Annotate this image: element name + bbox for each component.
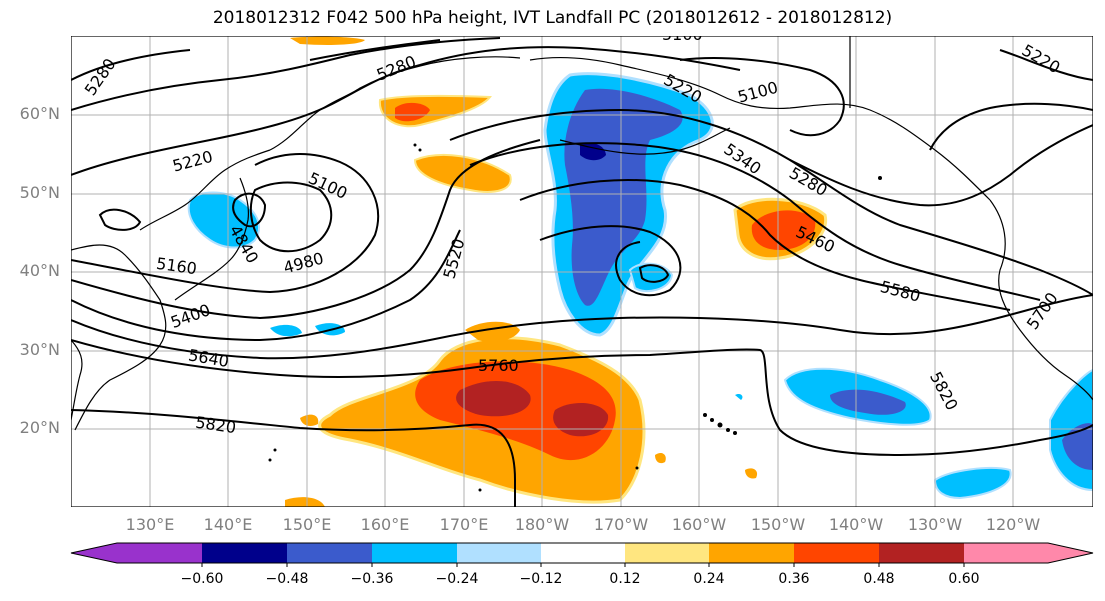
lon-label: 130°W [907, 515, 963, 534]
colorbar-swatch [709, 543, 794, 563]
lon-label: 130°E [125, 515, 175, 534]
lat-label: 40°N [19, 261, 60, 280]
lon-label: 180°W [514, 515, 570, 534]
lat-label: 60°N [19, 104, 60, 123]
colorbar-tick-label: −0.60 [180, 571, 224, 587]
colorbar-tick-label: −0.24 [435, 571, 479, 587]
lon-label: 160°W [671, 515, 727, 534]
lon-label: 120°W [985, 515, 1041, 534]
colorbar-swatch [625, 543, 709, 563]
colorbar-tick-label: 0.48 [863, 571, 895, 587]
colorbar-tick-label: −0.36 [350, 571, 394, 587]
map-panel: 5280 5280 5100 5220 5100 4840 4980 5160 … [71, 25, 1093, 507]
coastlines [71, 36, 1093, 431]
colorbar-tick-label: −0.48 [265, 571, 309, 587]
colorbar-swatch [794, 543, 879, 563]
colorbar-tick-label: 0.36 [778, 571, 810, 587]
lon-label: 150°E [282, 515, 332, 534]
colorbar-swatch [964, 543, 1048, 563]
colorbar-tick-label: −0.12 [519, 571, 563, 587]
map-title: 2018012312 F042 500 hPa height, IVT Land… [212, 8, 893, 28]
contour-label: 5100 [662, 25, 703, 44]
lon-label: 160°E [360, 515, 410, 534]
lon-label: 150°W [750, 515, 806, 534]
colorbar-extend-max [1048, 543, 1093, 563]
ivt-positive-shading [285, 36, 828, 507]
colorbar-swatch [202, 543, 287, 563]
lat-label: 50°N [19, 183, 60, 202]
colorbar-swatch [457, 543, 541, 563]
colorbar-extend-min [71, 543, 117, 563]
lon-label: 170°E [439, 515, 489, 534]
colorbar-tick-label: 0.24 [693, 571, 725, 587]
colorbar [70, 542, 1094, 567]
colorbar-tick-label: 0.12 [609, 571, 641, 587]
lon-label: 140°E [203, 515, 253, 534]
colorbar-swatch [541, 543, 625, 563]
lon-label: 140°W [828, 515, 884, 534]
lat-label: 30°N [19, 340, 60, 359]
contour-label: 5760 [478, 356, 519, 375]
lat-label: 20°N [19, 418, 60, 437]
colorbar-swatch [372, 543, 457, 563]
colorbar-swatch [879, 543, 964, 563]
islands [268, 143, 882, 492]
height-contours [71, 37, 1093, 507]
colorbar-tick-label: 0.60 [948, 571, 980, 587]
lon-label: 170°W [593, 515, 649, 534]
colorbar-swatch [117, 543, 202, 563]
colorbar-swatch [287, 543, 372, 563]
